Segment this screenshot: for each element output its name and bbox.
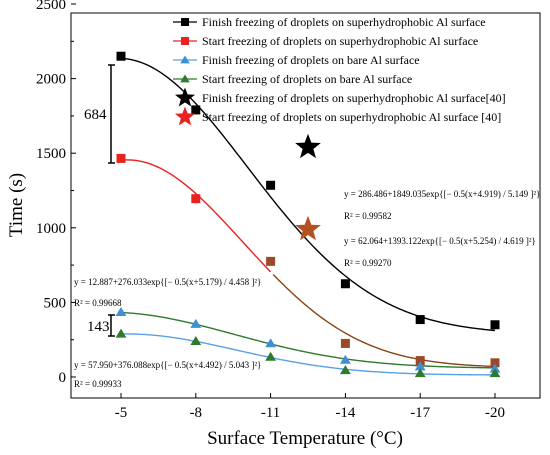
legend-marker xyxy=(180,74,190,83)
data-point xyxy=(115,328,127,338)
data-point xyxy=(265,338,276,348)
data-point xyxy=(415,356,425,366)
equation-shp-start: y = 62.064+1393.122exp{[− 0.5(x+5.254) /… xyxy=(344,236,536,246)
data-markers xyxy=(115,51,501,378)
gap-143-label: 143 xyxy=(87,319,110,335)
data-point xyxy=(340,354,351,364)
r2-shp-start: R² = 0.99270 xyxy=(344,258,392,268)
gap-markers: 684 143 xyxy=(84,64,115,337)
data-point xyxy=(266,256,276,266)
data-point xyxy=(340,338,350,348)
fit-curve xyxy=(272,273,496,368)
equation-shp-finish: y = 286.486+1849.035exp{[− 0.5(x+4.919) … xyxy=(344,189,540,199)
data-point xyxy=(414,368,426,378)
fit-curve xyxy=(120,57,496,332)
data-point xyxy=(116,51,126,61)
x-axis: -5 -8 -11 -14 -17 -20 xyxy=(115,393,505,421)
y-axis-label: Time (s) xyxy=(6,173,27,237)
r2-shp-finish: R² = 0.99582 xyxy=(344,211,392,221)
x-tick-label: -14 xyxy=(335,405,355,421)
legend-label: Start freezing of droplets on superhydro… xyxy=(202,110,501,124)
y-tick-label: 0 xyxy=(59,370,67,386)
x-tick-label: -8 xyxy=(190,405,203,421)
fit-curve xyxy=(120,311,496,369)
y-tick-label: 2000 xyxy=(36,72,66,88)
gap-684-label: 684 xyxy=(84,107,107,123)
x-tick-label: -11 xyxy=(261,405,280,421)
legend-marker xyxy=(181,37,189,45)
data-point xyxy=(190,318,202,328)
data-point xyxy=(190,336,202,346)
fit-equations: y = 286.486+1849.035exp{[− 0.5(x+4.919) … xyxy=(74,189,540,389)
legend-label: Finish freezing of droplets on superhydr… xyxy=(202,15,486,29)
legend-label: Start freezing of droplets on superhydro… xyxy=(202,34,478,48)
y-tick-label: 2500 xyxy=(36,0,66,13)
equation-bare-start: y = 57.950+376.088exp{[− 0.5(x+4.492) / … xyxy=(74,360,261,370)
data-point xyxy=(191,105,201,115)
data-point xyxy=(489,368,501,378)
fit-curve xyxy=(120,159,272,273)
x-tick-label: -20 xyxy=(485,405,505,421)
fit-curves xyxy=(120,57,496,376)
data-point xyxy=(116,153,126,163)
y-axis: 0 500 1000 1500 2000 2500 xyxy=(36,0,76,386)
legend-label: Finish freezing of droplets on bare Al s… xyxy=(202,53,420,67)
y-tick-label: 1000 xyxy=(36,221,66,237)
data-point xyxy=(340,365,351,375)
data-point xyxy=(414,361,426,371)
data-point xyxy=(415,315,425,325)
r2-bare-start: R² = 0.99933 xyxy=(74,379,122,389)
data-point xyxy=(266,180,276,190)
r2-bare-finish: R² = 0.99668 xyxy=(74,298,122,308)
fit-curve xyxy=(120,333,496,376)
data-point xyxy=(115,306,127,316)
plot-area-frame xyxy=(70,12,541,399)
data-point xyxy=(490,320,500,330)
legend-label: Start freezing of droplets on bare Al su… xyxy=(202,72,412,86)
y-tick-label: 500 xyxy=(44,295,67,311)
data-point xyxy=(490,358,500,368)
data-point xyxy=(265,351,276,361)
x-tick-label: -17 xyxy=(410,405,430,421)
legend-marker xyxy=(180,55,190,64)
y-tick-label: 1500 xyxy=(36,146,66,162)
data-point xyxy=(340,279,350,289)
x-tick-label: -5 xyxy=(115,405,128,421)
legend: Finish freezing of droplets on superhydr… xyxy=(173,15,506,126)
data-point xyxy=(191,194,201,204)
legend-label: Finish freezing of droplets on superhydr… xyxy=(202,91,506,105)
equation-bare-finish: y = 12.887+276.033exp{[− 0.5(x+5.179) / … xyxy=(74,277,261,287)
legend-marker xyxy=(175,87,195,107)
legend-marker xyxy=(181,18,189,26)
data-point xyxy=(295,133,321,159)
legend-marker xyxy=(175,106,195,126)
data-point xyxy=(295,215,321,241)
x-axis-label: Surface Temperature (°C) xyxy=(207,428,403,449)
